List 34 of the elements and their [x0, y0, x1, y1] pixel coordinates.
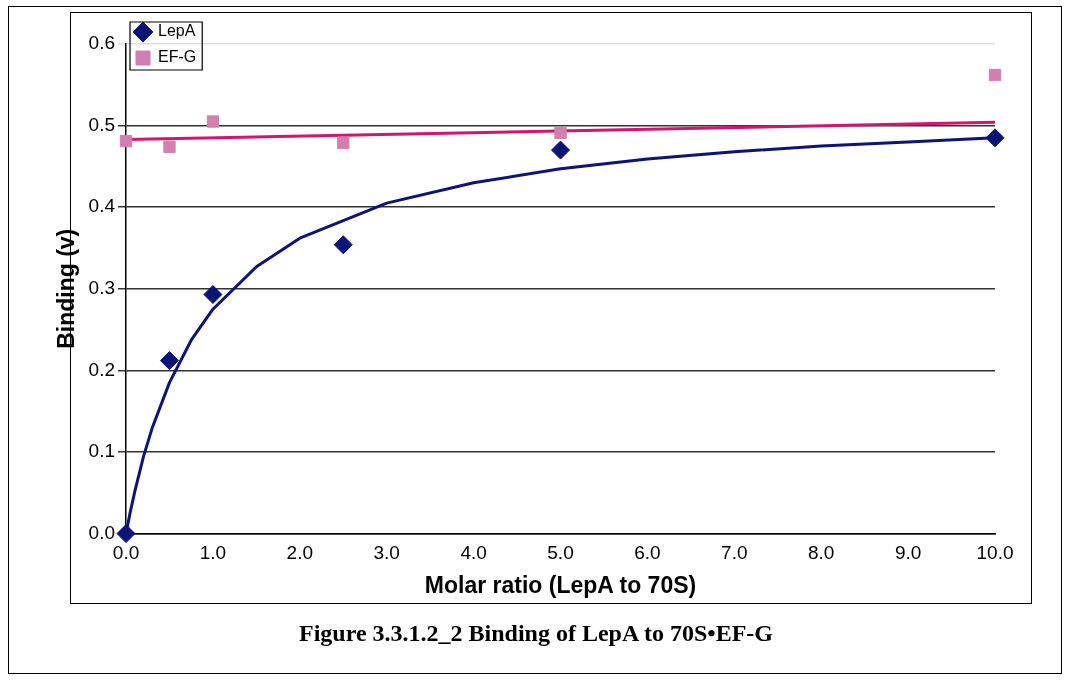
- x-tick-label: 6.0: [634, 542, 661, 564]
- point: [333, 235, 353, 255]
- caption: Figure 3.3.1.2_2 Binding of LepA to 70S•EF-G: [298, 620, 774, 647]
- point: [551, 140, 571, 160]
- x-tick-label: 7.0: [721, 542, 748, 564]
- y-tick-label: 0.0: [88, 521, 116, 543]
- x-tick-label: 2.0: [286, 542, 314, 564]
- x-tick-label: 1.0: [199, 542, 227, 564]
- y-tick-label: 0.2: [88, 358, 116, 380]
- x-tick-label: 8.0: [807, 542, 835, 564]
- point: [337, 136, 350, 149]
- y-tick-label: 0.3: [88, 277, 116, 299]
- y-tick-label: 0.4: [88, 195, 116, 217]
- x-tick-label: 4.0: [460, 542, 487, 564]
- point: [203, 285, 223, 305]
- x-axis-title: Molar ratio (LepA to 70S): [424, 571, 697, 598]
- point: [119, 134, 133, 148]
- y-tick-label: 0.6: [88, 32, 116, 54]
- point: [206, 115, 220, 128]
- x-tick-label: 3.0: [373, 542, 400, 564]
- point: [988, 68, 1002, 82]
- legend-label: EF-G: [158, 48, 197, 66]
- x-tick-label: 0.0: [112, 542, 140, 564]
- point: [159, 351, 179, 371]
- y-tick-label: 0.1: [88, 440, 116, 462]
- x-tick-label: 9.0: [894, 542, 922, 564]
- y-tick-label: 0.5: [88, 113, 116, 135]
- legend-label: LepA: [158, 22, 196, 40]
- point: [163, 140, 176, 153]
- point: [985, 128, 1005, 148]
- point: [116, 524, 136, 544]
- x-tick-label: 10.0: [976, 542, 1014, 564]
- x-tick-label: 5.0: [547, 542, 574, 564]
- point: [554, 126, 567, 140]
